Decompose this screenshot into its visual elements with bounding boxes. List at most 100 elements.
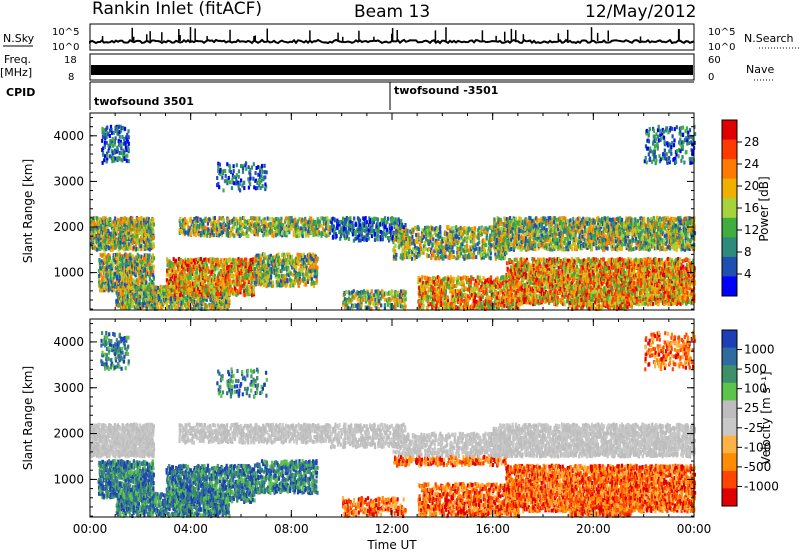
heatmap-cell (185, 218, 188, 223)
heatmap-cell (279, 221, 283, 226)
heatmap-cell (374, 231, 377, 236)
heatmap-cell (169, 273, 172, 278)
heatmap-cell (146, 216, 149, 221)
heatmap-cell (129, 246, 132, 251)
heatmap-cell (299, 278, 302, 283)
heatmap-cell (137, 281, 140, 286)
heatmap-cell (205, 287, 208, 292)
heatmap-cell (131, 300, 134, 305)
heatmap-cell (478, 226, 481, 231)
heatmap-cell (417, 232, 420, 237)
heatmap-cell (314, 268, 317, 273)
cpid-entry-1: twofsound 3501 (94, 95, 194, 108)
heatmap-cell (295, 225, 298, 230)
heatmap-cell (220, 300, 223, 305)
heatmap-cell (113, 271, 117, 276)
heatmap-cell (137, 247, 140, 251)
heatmap-cell (305, 232, 308, 237)
heatmap-cell (115, 290, 118, 295)
heatmap-cell (133, 284, 136, 289)
heatmap-cell (100, 286, 103, 291)
heatmap-cell (127, 159, 130, 164)
heatmap-cell (315, 256, 318, 261)
heatmap-cell (129, 269, 133, 273)
heatmap-cell (139, 259, 142, 264)
heatmap-cell (319, 216, 322, 221)
heatmap-cell (137, 262, 140, 267)
heatmap-cell (333, 217, 336, 222)
heatmap-cell (299, 229, 302, 234)
heatmap-cell (119, 124, 122, 129)
heatmap-cell (404, 297, 407, 302)
heatmap-cell (175, 292, 178, 297)
heatmap-cell (204, 290, 207, 295)
heatmap-cell (396, 301, 399, 306)
heatmap-cell (100, 259, 103, 264)
heatmap-cell (103, 142, 106, 147)
heatmap-cell (179, 270, 182, 275)
heatmap-cell (256, 230, 259, 235)
heatmap-cell (235, 261, 238, 266)
heatmap-cell (148, 282, 151, 287)
heatmap-cell (101, 126, 104, 131)
heatmap-cell (121, 242, 124, 247)
heatmap-cell (117, 233, 120, 238)
heatmap-cell (110, 127, 113, 132)
heatmap-cell (104, 154, 107, 159)
heatmap-cell (235, 292, 238, 297)
heatmap-cell (225, 261, 228, 266)
heatmap-cell (123, 303, 126, 308)
heatmap-cell (168, 264, 171, 269)
heatmap-cell (211, 301, 214, 306)
heatmap-cell (330, 217, 333, 222)
heatmap-cell (249, 225, 252, 230)
heatmap-cell (217, 292, 220, 297)
heatmap-cell (240, 227, 243, 231)
heatmap-cell (232, 273, 235, 278)
heatmap-cell (467, 226, 470, 231)
heatmap-cell (402, 252, 405, 257)
heatmap-cell (290, 226, 293, 231)
heatmap-cell (361, 221, 364, 226)
heatmap-cell (346, 234, 349, 239)
heatmap-cell (96, 219, 99, 224)
heatmap-cell (116, 126, 119, 131)
heatmap-cell (119, 222, 122, 227)
heatmap-cell (293, 268, 296, 273)
heatmap-cell (132, 260, 135, 265)
heatmap-cell (186, 268, 190, 272)
heatmap-cell (315, 269, 319, 274)
heatmap-cell (314, 262, 317, 267)
heatmap-cell (138, 301, 141, 306)
heatmap-cell (397, 239, 400, 244)
heatmap-cell (107, 228, 110, 233)
heatmap-cell (292, 259, 295, 264)
heatmap-cell (136, 217, 139, 221)
heatmap-cell (192, 291, 195, 296)
heatmap-cell (348, 291, 351, 296)
heatmap-cell (102, 216, 105, 220)
heatmap-cell (135, 298, 138, 303)
heatmap-cell (325, 226, 328, 231)
heatmap-cell (395, 218, 399, 223)
heatmap-cell (244, 277, 247, 282)
power-heatmap (90, 124, 697, 312)
heatmap-cell (112, 245, 115, 250)
heatmap-cell (366, 289, 369, 294)
heatmap-cell (182, 218, 185, 223)
heatmap-cell (199, 217, 202, 222)
heatmap-cell (168, 277, 171, 282)
heatmap-cell (379, 229, 382, 234)
heatmap-cell (292, 233, 295, 238)
heatmap-cell (384, 216, 387, 221)
heatmap-cell (195, 216, 198, 221)
heatmap-cell (339, 236, 342, 241)
heatmap-cell (239, 284, 243, 289)
heatmap-cell (175, 285, 178, 290)
heatmap-cell (203, 284, 206, 289)
heatmap-cell (183, 224, 186, 229)
heatmap-cell (239, 260, 242, 264)
heatmap-cell (292, 283, 295, 288)
heatmap-cell (199, 222, 202, 227)
heatmap-cell (130, 237, 134, 242)
